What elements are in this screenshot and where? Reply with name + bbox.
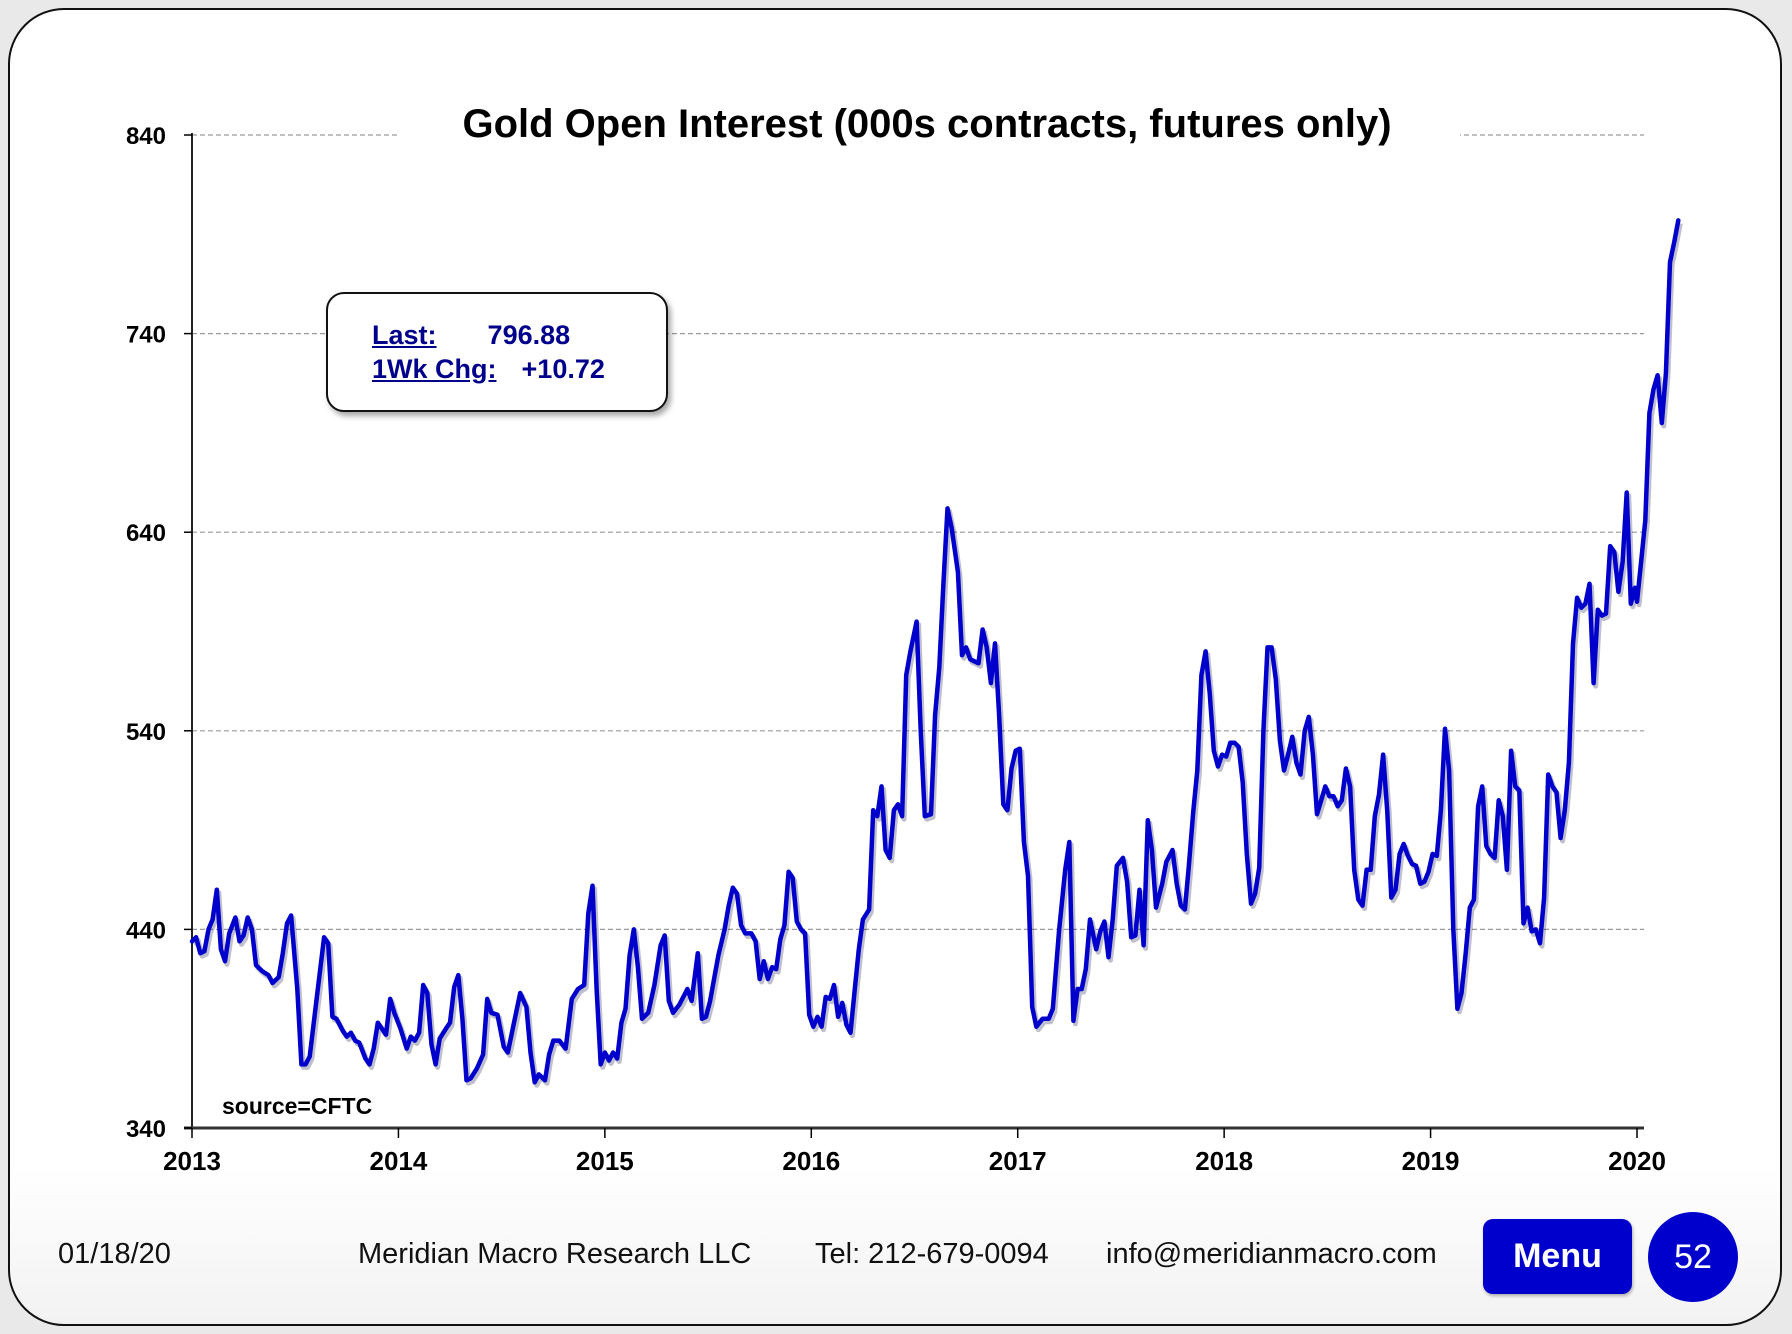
y-tick-label: 440 (126, 917, 166, 944)
x-axis-ticks: 2013 2014 2015 2016 2017 2018 2019 2020 (163, 1128, 1666, 1176)
y-tick-label: 740 (126, 322, 166, 349)
title-background (400, 96, 1460, 152)
page-number-badge[interactable]: 52 (1648, 1212, 1738, 1302)
change-row: 1Wk Chg: +10.72 (372, 354, 605, 385)
y-tick-label: 640 (126, 520, 166, 547)
footer-email[interactable]: info@meridianmacro.com (1106, 1238, 1437, 1270)
y-tick-label: 540 (126, 719, 166, 746)
x-tick-label: 2013 (163, 1146, 221, 1176)
change-label: 1Wk Chg: (372, 354, 497, 384)
x-tick-label: 2020 (1608, 1146, 1666, 1176)
chart-title: Gold Open Interest (000s contracts, futu… (462, 102, 1391, 146)
y-axis-ticks: 340 440 540 640 740 840 (126, 123, 192, 1143)
info-box: Last: 796.88 1Wk Chg: +10.72 (326, 292, 668, 412)
series-layer (189, 218, 1683, 1088)
x-tick-label: 2018 (1195, 1146, 1253, 1176)
change-value: +10.72 (521, 354, 605, 384)
footer-phone: Tel: 212-679-0094 (815, 1238, 1049, 1270)
y-tick-label: 340 (126, 1116, 166, 1143)
x-tick-label: 2016 (782, 1146, 840, 1176)
gridlines (192, 134, 1644, 931)
menu-button[interactable]: Menu (1483, 1219, 1632, 1294)
last-value: 796.88 (487, 320, 571, 350)
last-row: Last: 796.88 (372, 320, 570, 351)
x-tick-label: 2019 (1402, 1146, 1460, 1176)
footer-company: Meridian Macro Research LLC (358, 1238, 752, 1270)
axes (184, 133, 1644, 1130)
x-tick-label: 2015 (576, 1146, 634, 1176)
slide-frame (8, 8, 1782, 1326)
y-tick-label: 840 (126, 123, 166, 150)
x-tick-label: 2014 (370, 1146, 428, 1176)
x-tick-label: 2017 (989, 1146, 1047, 1176)
source-annotation: source=CFTC (222, 1093, 372, 1119)
last-label: Last: (372, 320, 437, 350)
footer-date: 01/18/20 (58, 1238, 171, 1270)
